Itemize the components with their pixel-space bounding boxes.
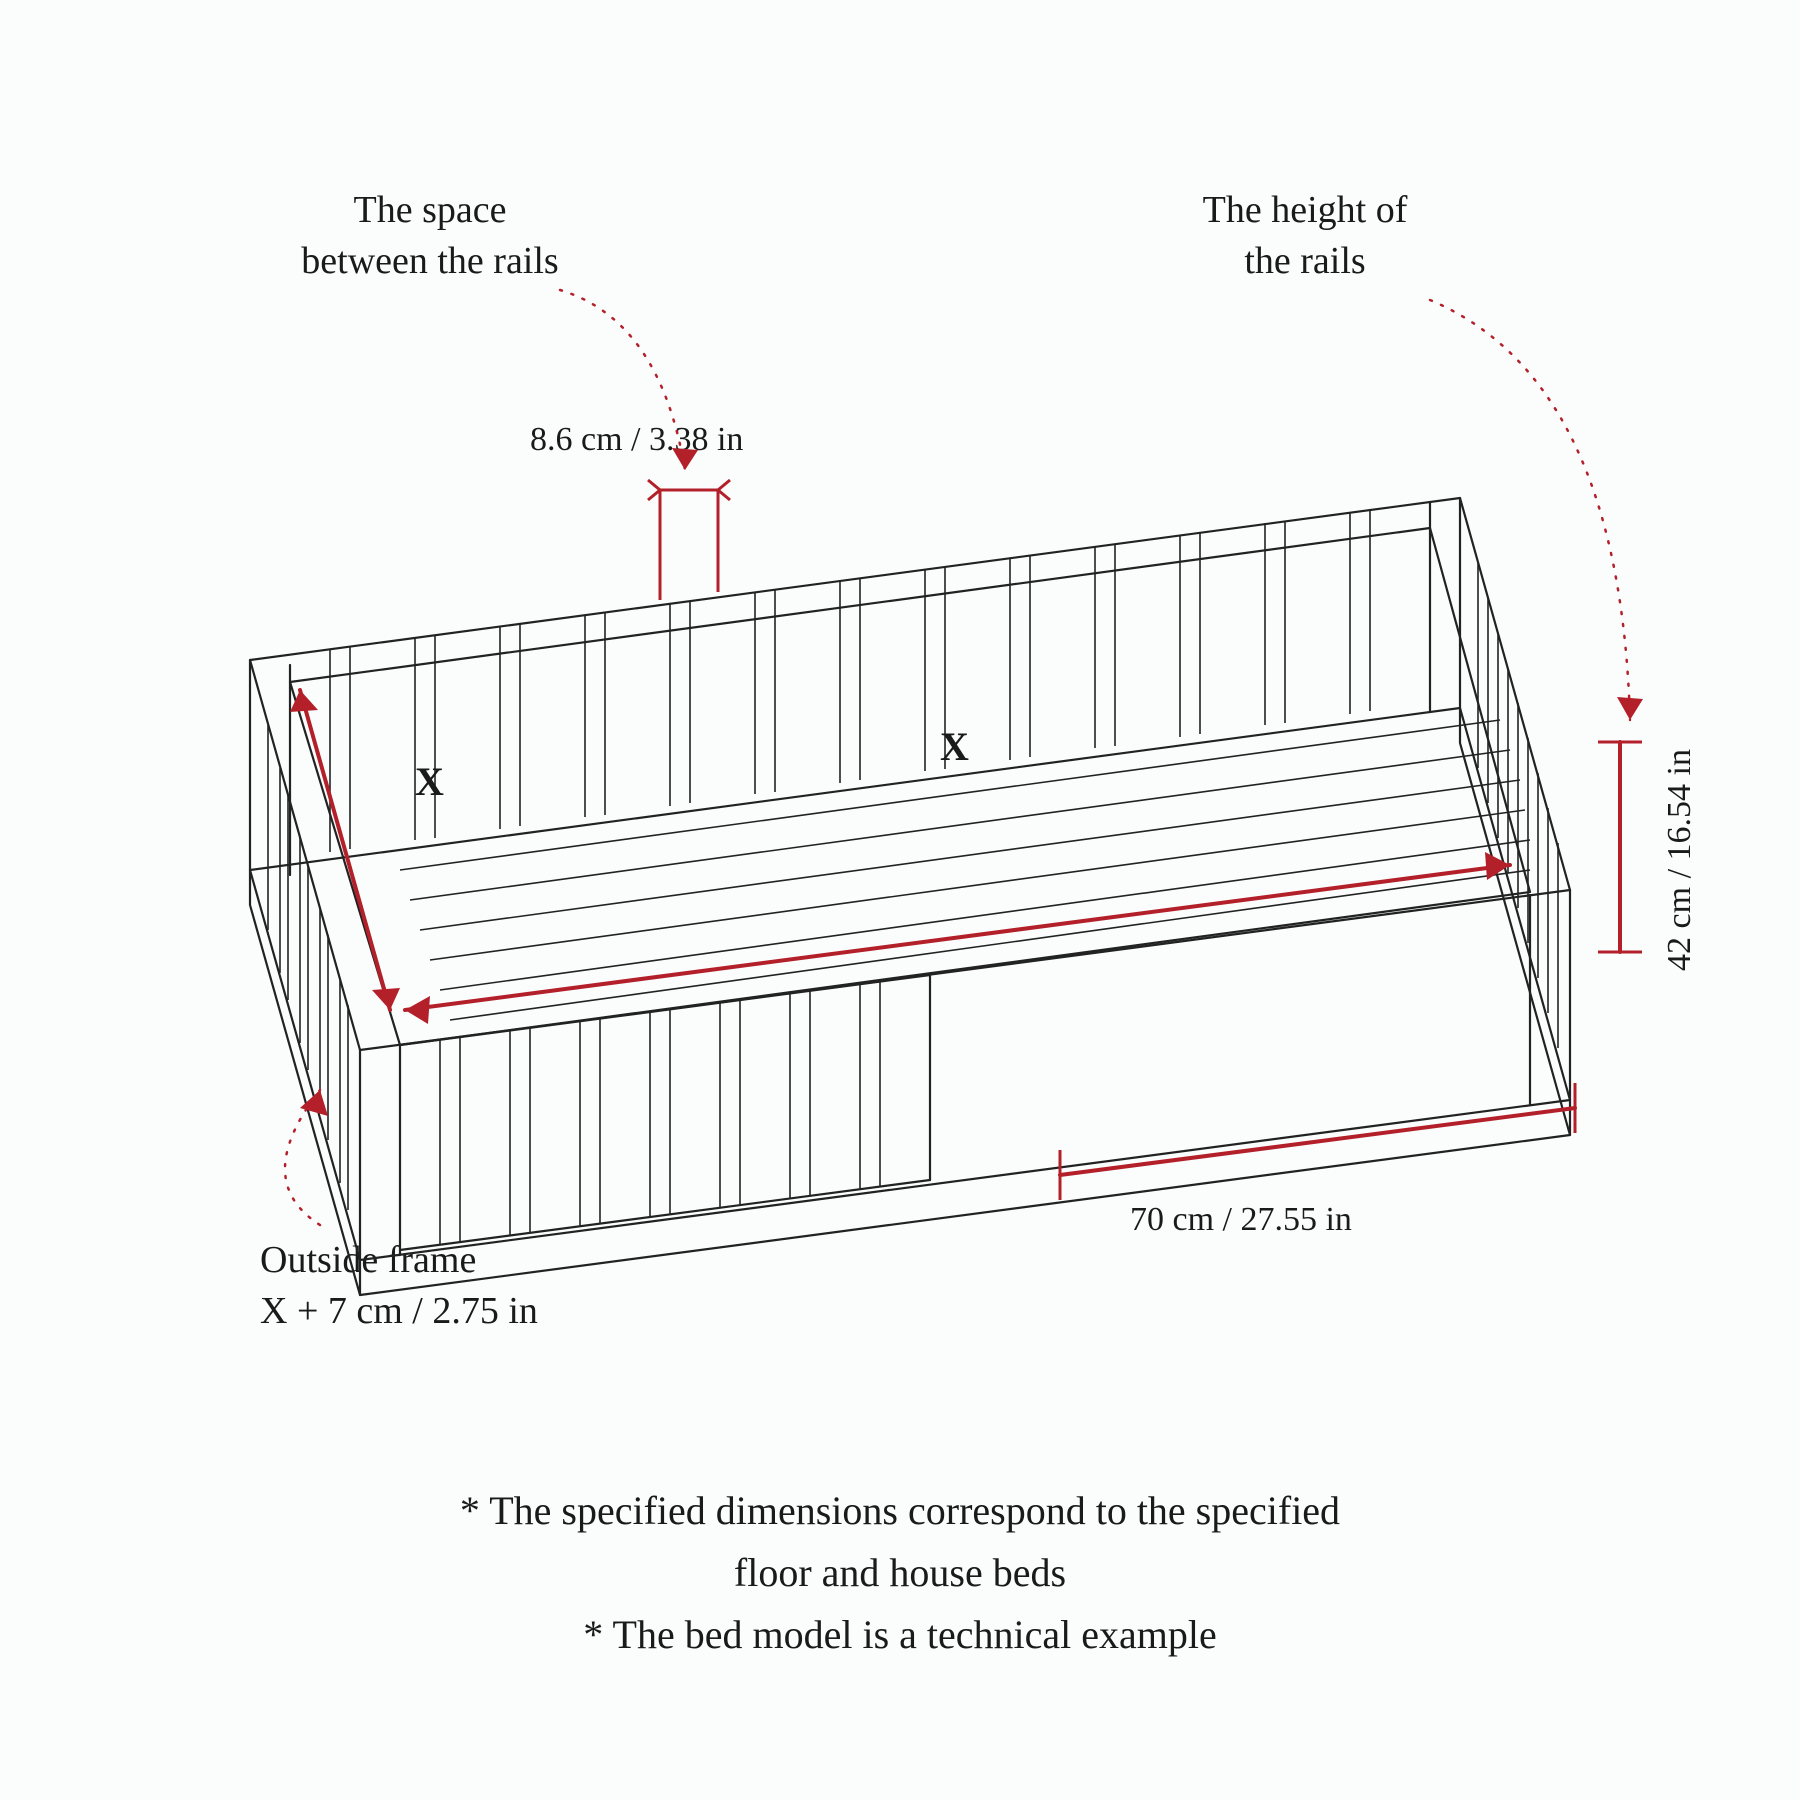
dim-rail-height: 42 cm / 16.54 in: [1598, 742, 1698, 971]
label-rail-height: The height of the rails: [1055, 185, 1555, 288]
front-half-rail-frame: [400, 975, 930, 1250]
leader-rail-height: [1430, 300, 1630, 720]
label-outside-frame: Outside frame X + 7 cm / 2.75 in: [260, 1235, 760, 1338]
diagram-canvas: The space between the rails The height o…: [0, 0, 1800, 1800]
right-rail-slats: [1478, 563, 1558, 1048]
left-rail-slats: [268, 725, 348, 1210]
label-rail-space: The space between the rails: [180, 185, 680, 288]
dim-rail-height-value: 42 cm / 16.54 in: [1661, 749, 1698, 971]
front-rail-slats: [440, 981, 880, 1245]
dim-x-arrows: [290, 690, 1510, 1024]
leader-rail-space: [560, 290, 685, 470]
footer-note: * The specified dimensions correspond to…: [0, 1480, 1800, 1666]
leader-outside-frame: [285, 1090, 320, 1225]
floor-slats: [400, 720, 1530, 1020]
dim-rail-space-value: 8.6 cm / 3.38 in: [530, 421, 743, 458]
dim-entry-width-value: 70 cm / 27.55 in: [1130, 1201, 1352, 1238]
x-label-left: X: [415, 759, 444, 804]
back-rail-slats: [330, 509, 1370, 852]
dim-entry-width: 70 cm / 27.55 in: [1060, 1083, 1575, 1238]
dim-rail-space: 8.6 cm / 3.38 in: [530, 421, 743, 600]
x-label-right: X: [940, 724, 969, 769]
